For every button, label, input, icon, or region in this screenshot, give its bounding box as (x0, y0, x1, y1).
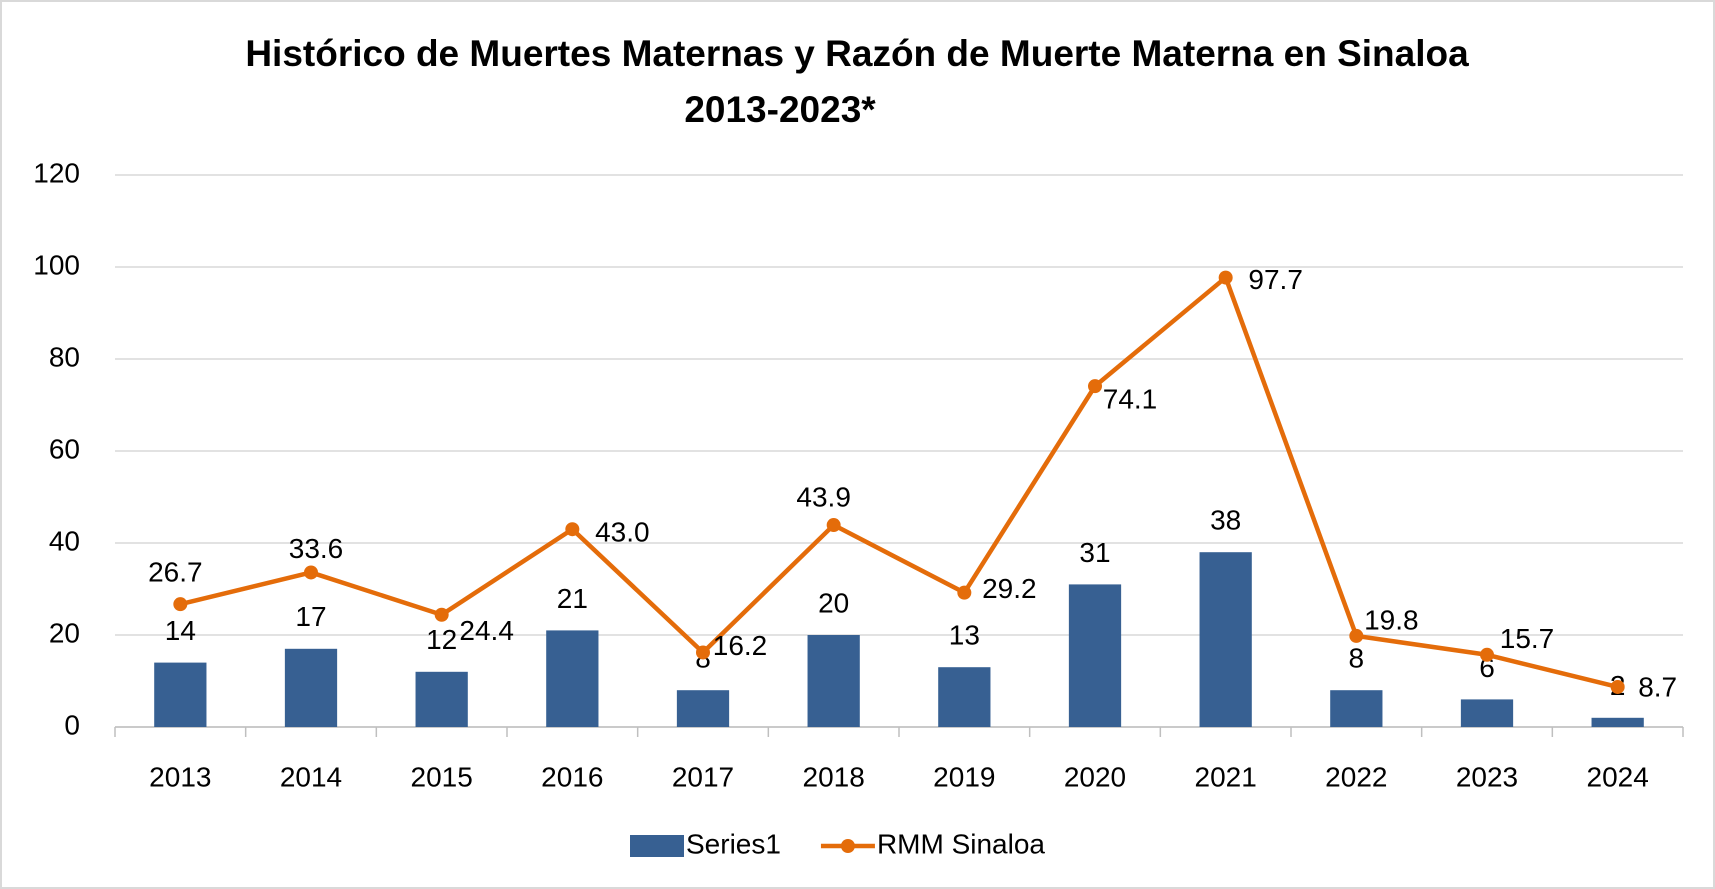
line-point (1610, 679, 1625, 694)
bar (1460, 699, 1514, 727)
line-value-label: 74.1 (1103, 384, 1158, 415)
line-value-label: 16.2 (713, 630, 768, 661)
y-tick-label: 60 (49, 433, 80, 464)
bar (1199, 552, 1252, 727)
line-point (565, 522, 580, 537)
line-point (1349, 628, 1364, 643)
line-point (826, 518, 841, 533)
x-tick-label: 2017 (672, 761, 734, 792)
line-value-label: 19.8 (1364, 604, 1419, 635)
bar (284, 648, 338, 727)
chart-title: Histórico de Muertes Maternas y Razón de… (245, 33, 1469, 74)
line-value-label: 97.7 (1248, 264, 1303, 295)
x-tick-label: 2016 (541, 761, 603, 792)
line-value-label: 43.0 (595, 517, 650, 548)
bar (546, 630, 599, 727)
bar (415, 671, 468, 727)
legend-swatch (630, 835, 684, 857)
y-tick-label: 120 (33, 157, 80, 188)
bar-value-label: 8 (1349, 643, 1365, 674)
legend-label: Series1 (686, 828, 781, 859)
bar (676, 690, 730, 727)
line-value-label: 43.9 (796, 481, 851, 512)
bar (1330, 690, 1383, 727)
x-tick-label: 2020 (1064, 761, 1126, 792)
line-point (304, 565, 318, 580)
x-tick-label: 2014 (280, 761, 342, 792)
line-point (1218, 270, 1233, 285)
x-tick-label: 2022 (1325, 761, 1387, 792)
line-point (1088, 379, 1102, 394)
y-tick-label: 20 (49, 617, 80, 648)
line-value-label: 29.2 (982, 573, 1037, 604)
x-tick-label: 2019 (933, 761, 995, 792)
x-tick-label: 2018 (803, 761, 865, 792)
legend-label: RMM Sinaloa (877, 828, 1045, 859)
line (179, 275, 1619, 690)
x-tick-label: 2013 (149, 761, 211, 792)
line-value-label: 8.7 (1638, 671, 1677, 702)
line-value-label: 15.7 (1500, 623, 1555, 654)
x-tick-label: 2021 (1195, 761, 1257, 792)
line-point (1480, 647, 1494, 662)
bar-value-label: 14 (165, 615, 196, 646)
bar-value-label: 21 (557, 583, 588, 614)
bar (807, 635, 860, 727)
y-tick-label: 100 (33, 249, 80, 280)
x-tick-label: 2015 (411, 761, 473, 792)
x-tick-label: 2023 (1456, 761, 1518, 792)
line-point (434, 607, 449, 622)
x-tick-label: 2024 (1587, 761, 1649, 792)
line-point (696, 645, 710, 660)
line-point (957, 585, 972, 600)
y-tick-label: 0 (64, 709, 80, 740)
bar-value-label: 20 (818, 587, 849, 618)
bar-value-label: 12 (426, 624, 457, 655)
bar (1591, 717, 1644, 727)
bar-value-label: 31 (1079, 537, 1110, 568)
line-value-label: 26.7 (148, 557, 203, 588)
chart-subtitle: 2013-2023* (684, 89, 876, 130)
y-tick-label: 80 (49, 341, 80, 372)
bar (938, 667, 991, 727)
bar (154, 662, 207, 727)
legend-swatch-marker (840, 839, 855, 853)
line-value-label: 33.6 (289, 533, 344, 564)
bar (1068, 584, 1122, 727)
y-tick-label: 40 (49, 525, 80, 556)
line-point (173, 597, 188, 612)
bar-value-label: 38 (1210, 505, 1241, 536)
bar-value-label: 13 (949, 620, 980, 651)
line-value-label: 24.4 (459, 615, 514, 646)
bar-value-label: 17 (295, 601, 326, 632)
